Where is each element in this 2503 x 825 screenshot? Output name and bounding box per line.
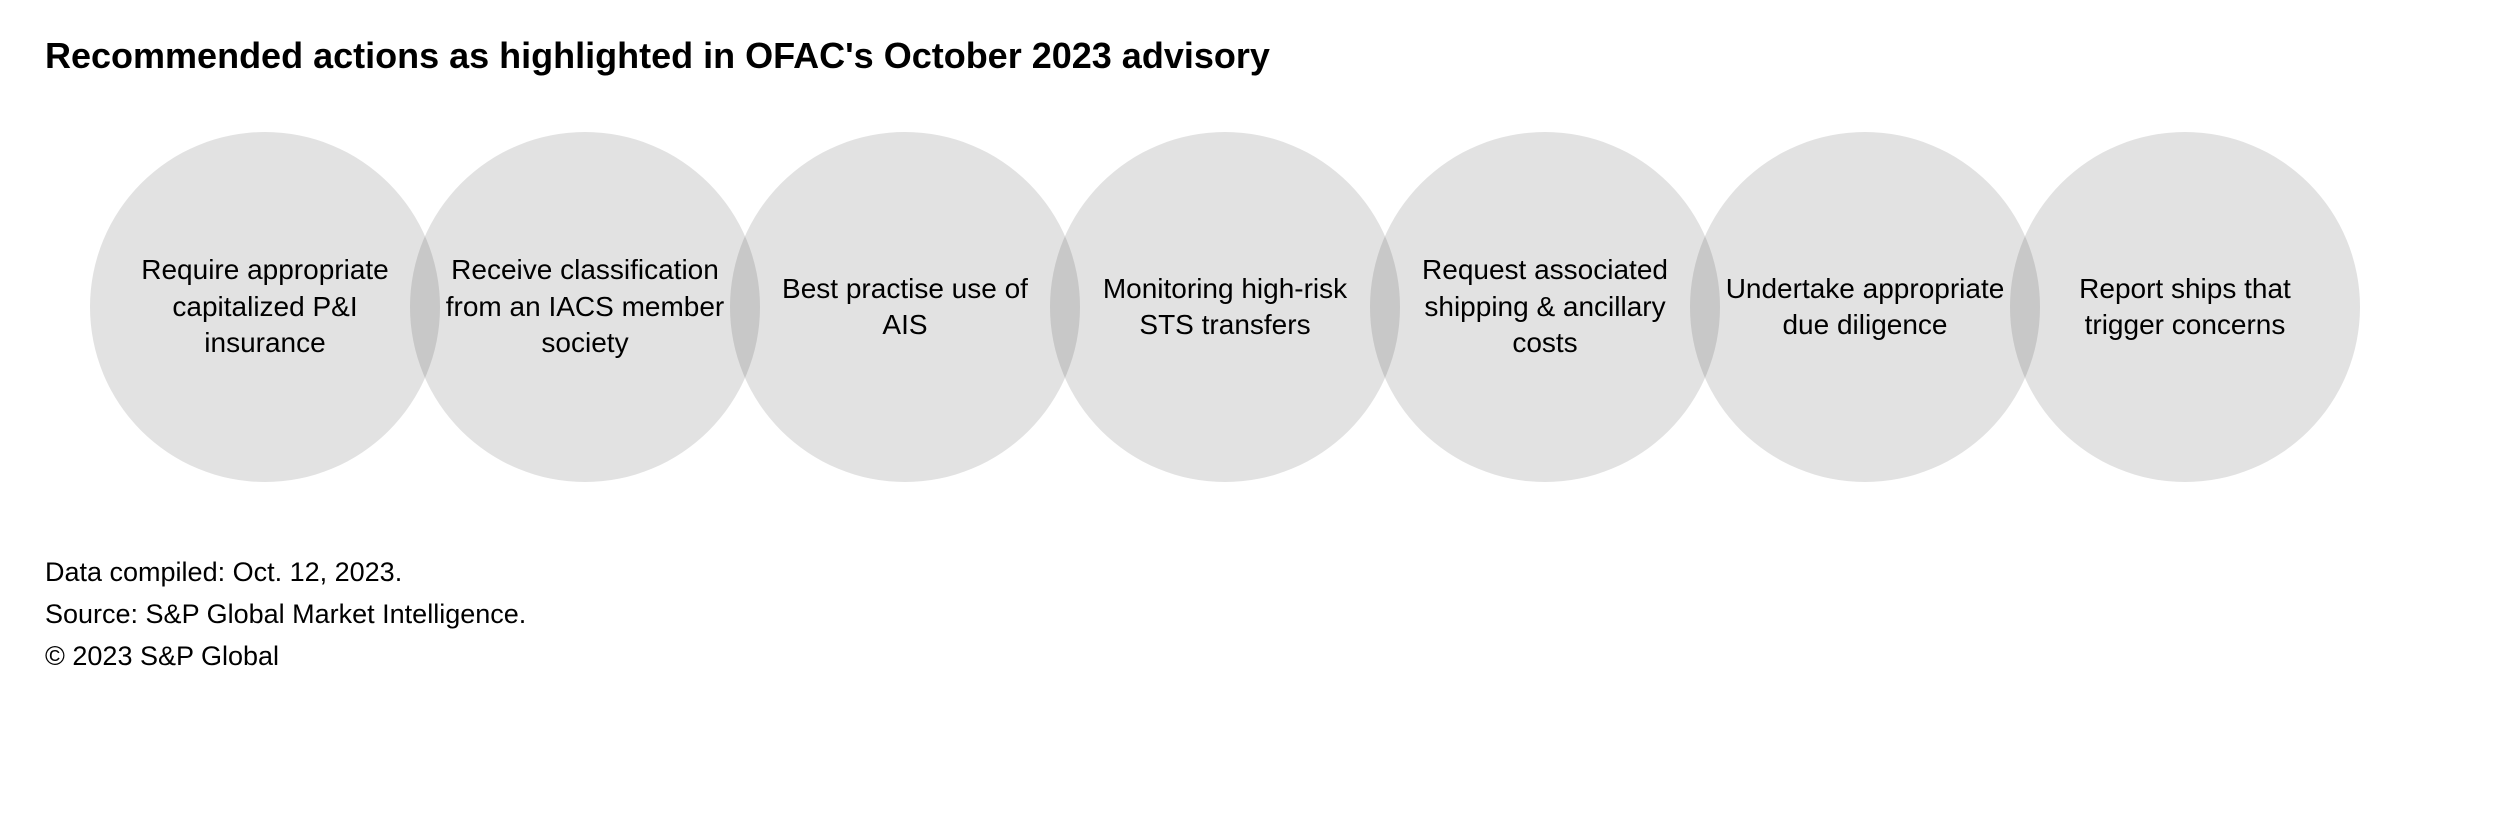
action-circle: Request associated shipping & ancillary …	[1370, 132, 1720, 482]
action-circle-label: Best practise use of AIS	[730, 271, 1080, 344]
action-circle-label: Require appropriate capitalized P&I insu…	[90, 252, 440, 361]
footer-compiled: Data compiled: Oct. 12, 2023.	[45, 552, 2458, 594]
action-circle-label: Receive classification from an IACS memb…	[410, 252, 760, 361]
action-circle-label: Request associated shipping & ancillary …	[1370, 252, 1720, 361]
action-circle: Receive classification from an IACS memb…	[410, 132, 760, 482]
action-circle: Undertake appropriate due diligence	[1690, 132, 2040, 482]
action-circle: Require appropriate capitalized P&I insu…	[90, 132, 440, 482]
page-title: Recommended actions as highlighted in OF…	[45, 35, 2458, 77]
action-circle-label: Undertake appropriate due diligence	[1690, 271, 2040, 344]
action-circle: Monitoring high-risk STS transfers	[1050, 132, 1400, 482]
footer-source: Source: S&P Global Market Intelligence.	[45, 594, 2458, 636]
action-circle-label: Report ships that trigger concerns	[2010, 271, 2360, 344]
footer-block: Data compiled: Oct. 12, 2023. Source: S&…	[45, 552, 2458, 678]
action-circle: Report ships that trigger concerns	[2010, 132, 2360, 482]
actions-circle-row: Require appropriate capitalized P&I insu…	[90, 132, 2458, 482]
action-circle: Best practise use of AIS	[730, 132, 1080, 482]
footer-copyright: © 2023 S&P Global	[45, 636, 2458, 678]
action-circle-label: Monitoring high-risk STS transfers	[1050, 271, 1400, 344]
